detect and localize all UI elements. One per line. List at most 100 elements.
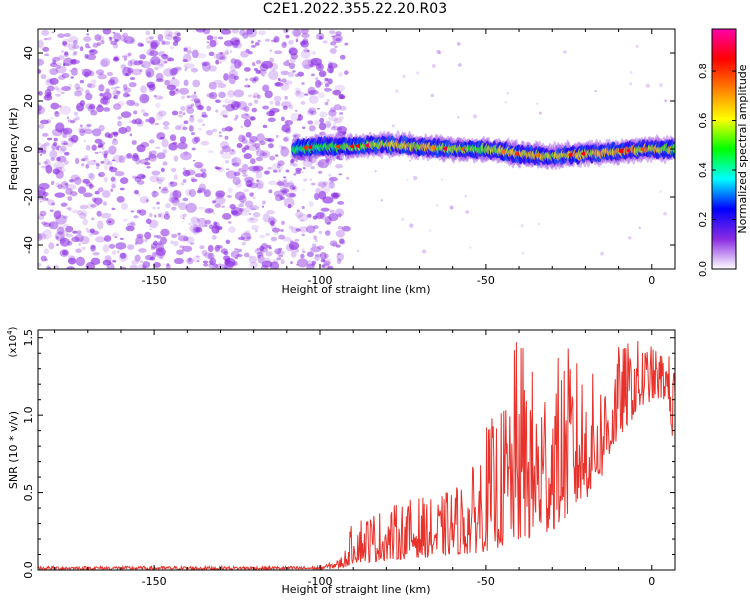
noise-mark: [201, 249, 208, 257]
noise-mark: [416, 71, 420, 75]
noise-mark: [261, 74, 265, 77]
noise-mark: [311, 263, 316, 267]
noise-mark: [60, 91, 65, 95]
noise-mark: [288, 47, 298, 56]
noise-mark: [38, 162, 41, 166]
colorbar-tick-label: 0.8: [698, 63, 709, 79]
noise-mark: [218, 55, 228, 62]
noise-mark: [58, 104, 62, 108]
spectrogram-xlabel: Height of straight line (km): [281, 283, 430, 296]
noise-mark: [126, 152, 133, 159]
noise-mark: [219, 61, 222, 64]
noise-mark: [84, 53, 89, 59]
noise-mark: [58, 225, 65, 230]
noise-mark: [142, 112, 149, 117]
noise-mark: [87, 83, 96, 89]
page-title: C2E1.2022.355.22.20.R03: [262, 1, 448, 17]
colorbar-tick-label: 0.6: [698, 113, 709, 129]
noise-mark: [256, 182, 264, 190]
noise-mark: [184, 66, 188, 71]
noise-mark: [346, 176, 350, 180]
noise-mark: [335, 208, 345, 217]
noise-mark: [288, 62, 296, 70]
noise-mark: [149, 36, 154, 40]
noise-mark: [380, 199, 383, 202]
noise-mark: [169, 191, 179, 200]
noise-mark: [153, 235, 159, 238]
noise-mark: [248, 102, 253, 107]
noise-mark: [80, 158, 86, 162]
noise-mark: [231, 156, 242, 167]
noise-mark: [337, 252, 341, 256]
noise-mark: [282, 41, 287, 47]
noise-mark: [76, 247, 82, 253]
noise-mark: [81, 246, 87, 250]
noise-mark: [259, 245, 265, 252]
noise-mark: [232, 29, 239, 34]
noise-mark: [56, 147, 60, 151]
noise-mark: [113, 32, 122, 42]
noise-mark: [301, 59, 314, 70]
noise-mark: [224, 258, 231, 264]
noise-mark: [53, 56, 59, 60]
noise-mark: [316, 107, 321, 110]
y-tick-label: -40: [22, 236, 35, 254]
noise-mark: [43, 248, 50, 255]
noise-mark: [172, 41, 179, 47]
noise-mark: [123, 36, 135, 44]
noise-mark: [337, 131, 345, 137]
noise-mark: [251, 78, 257, 84]
noise-mark: [197, 187, 205, 192]
noise-mark: [103, 153, 108, 159]
noise-mark: [53, 141, 58, 147]
colorbar-tick-label: 0.0: [698, 261, 709, 277]
noise-mark: [318, 230, 323, 235]
noise-mark: [71, 209, 78, 214]
noise-mark: [38, 262, 42, 267]
noise-mark: [197, 105, 204, 111]
noise-mark: [271, 162, 283, 173]
noise-mark: [334, 131, 339, 138]
noise-mark: [435, 204, 439, 208]
noise-mark: [328, 181, 335, 189]
noise-mark: [259, 250, 265, 257]
noise-mark: [130, 38, 136, 44]
noise-mark: [239, 29, 246, 36]
noise-mark: [269, 261, 280, 269]
noise-mark: [254, 99, 259, 104]
noise-mark: [77, 186, 87, 194]
noise-mark: [324, 263, 330, 269]
noise-mark: [286, 243, 295, 252]
noise-mark: [230, 250, 240, 259]
noise-mark: [82, 178, 90, 184]
noise-mark: [98, 171, 105, 178]
noise-mark: [54, 192, 66, 198]
noise-mark: [319, 111, 328, 118]
noise-mark: [262, 205, 265, 208]
noise-mark: [99, 72, 103, 75]
noise-mark: [241, 163, 249, 172]
noise-mark: [266, 110, 275, 117]
noise-mark: [86, 123, 92, 127]
noise-mark: [262, 124, 268, 129]
noise-mark: [53, 210, 62, 220]
noise-mark: [144, 231, 152, 240]
noise-mark: [104, 132, 111, 138]
noise-mark: [294, 90, 302, 96]
noise-mark: [249, 116, 255, 121]
noise-mark: [38, 90, 43, 96]
noise-mark: [67, 196, 73, 201]
noise-mark: [283, 61, 291, 67]
noise-mark: [197, 127, 203, 131]
noise-mark: [47, 137, 53, 141]
noise-mark: [117, 250, 120, 254]
noise-mark: [170, 240, 174, 245]
noise-mark: [62, 133, 68, 139]
noise-mark: [218, 226, 223, 230]
noise-mark: [249, 136, 258, 143]
noise-mark: [91, 79, 97, 84]
noise-mark: [104, 150, 109, 156]
noise-mark: [136, 180, 145, 185]
noise-mark: [198, 206, 206, 210]
noise-mark: [157, 33, 164, 42]
